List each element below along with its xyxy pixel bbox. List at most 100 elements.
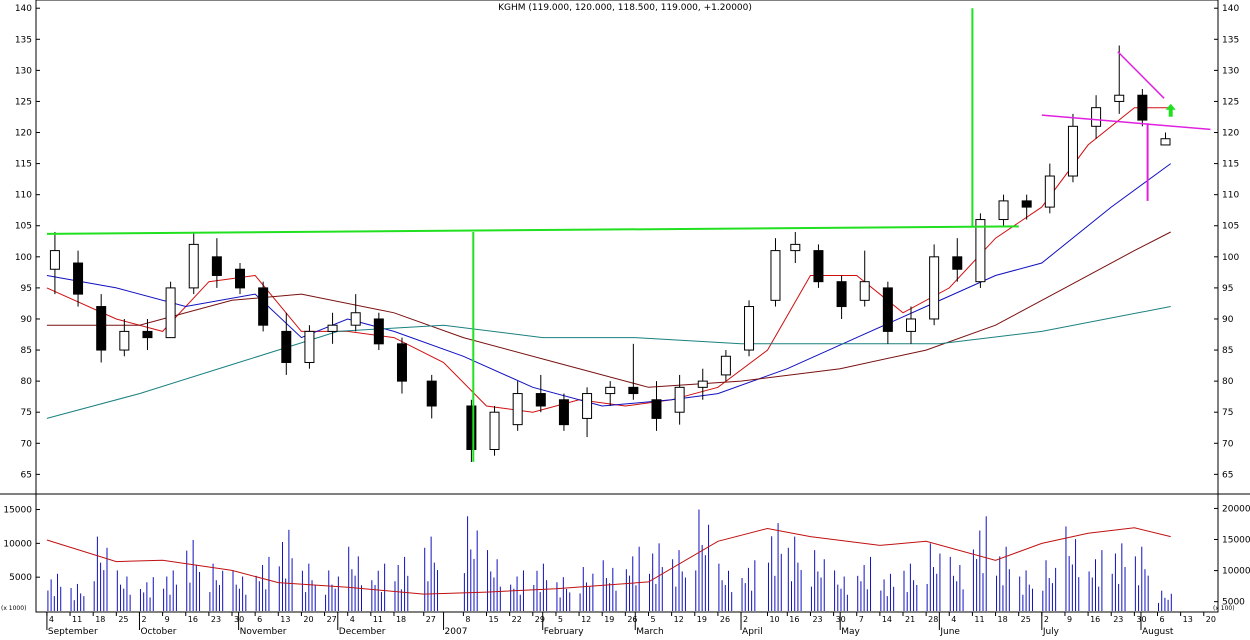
date-tick-label: 19	[697, 615, 707, 624]
price-tick-label-left: 80	[21, 377, 33, 387]
candle-body	[466, 405, 477, 450]
date-tick-label: 6	[1160, 615, 1165, 624]
date-tick-label: 11	[72, 615, 82, 624]
moving-average-line-2	[46, 163, 1171, 407]
price-tick-label-left: 100	[15, 253, 32, 263]
month-label: June	[939, 627, 960, 636]
candle-body	[859, 281, 870, 301]
price-tick-label-left: 90	[21, 315, 33, 325]
candle-body	[558, 399, 569, 426]
trendline	[46, 225, 1019, 235]
candle-body	[929, 256, 940, 320]
price-tick-label-right: 115	[1222, 160, 1239, 170]
date-tick-label: 27	[426, 615, 436, 624]
trendline-annotations-layer	[46, 8, 1211, 462]
price-tick-label-right: 105	[1222, 222, 1239, 232]
price-tick-label-left: 85	[21, 346, 32, 356]
candle-body	[165, 287, 176, 339]
date-tick-label: 26	[627, 615, 637, 624]
month-label: April	[742, 627, 763, 636]
date-tick-label: 5	[650, 615, 655, 624]
date-tick-label: 6	[257, 615, 262, 624]
date-tick-label: 22	[512, 615, 522, 624]
price-tick-label-right: 70	[1222, 439, 1234, 449]
date-tick-label: 18	[95, 615, 105, 624]
month-label: February	[544, 627, 585, 636]
candle-body	[1067, 125, 1078, 177]
month-label: October	[140, 627, 176, 636]
price-tick-label-left: 110	[15, 191, 32, 201]
volume-tick-label-right: 15000	[1222, 536, 1250, 546]
candle-body	[327, 324, 338, 332]
price-tick-label-left: 140	[15, 4, 32, 14]
date-tick-label: 25	[118, 615, 128, 624]
price-tick-label-left: 130	[15, 66, 32, 76]
price-tick-label-right: 130	[1222, 66, 1239, 76]
candle-body	[235, 268, 246, 289]
candle-body	[535, 393, 546, 407]
date-tick-label: 18	[998, 615, 1008, 624]
date-tick-label: 4	[49, 615, 54, 624]
date-tick-label: 28	[928, 615, 938, 624]
date-tick-label: 25	[1021, 615, 1031, 624]
volume-tick-label-right: 20000	[1222, 504, 1250, 514]
price-tick-label-right: 135	[1222, 35, 1239, 45]
date-tick-label: 20	[1206, 615, 1216, 624]
volume-tick-label-right: 5000	[1222, 598, 1245, 608]
candle-body	[790, 243, 801, 252]
date-tick-label: 2	[743, 615, 748, 624]
date-tick-label: 2	[1044, 615, 1049, 624]
candle-body	[426, 380, 437, 407]
date-tick-label: 19	[604, 615, 614, 624]
date-tick-label: 9	[165, 615, 170, 624]
month-label: May	[841, 627, 860, 636]
candle-body	[49, 250, 60, 270]
up-arrow-icon	[1165, 103, 1176, 117]
date-tick-label: 29	[535, 615, 545, 624]
price-tick-label-left: 120	[15, 129, 32, 139]
date-tick-label: 16	[1090, 615, 1100, 624]
date-tick-label: 23	[1113, 615, 1123, 624]
candle-body	[119, 330, 130, 351]
date-tick-label: 10	[769, 615, 779, 624]
month-label: August	[1142, 627, 1174, 636]
month-label: November	[240, 627, 287, 636]
month-label: 2007	[445, 627, 468, 636]
date-tick-label: 15	[489, 615, 499, 624]
chart-title: KGHM (119.000, 120.000, 118.500, 119.000…	[498, 3, 752, 13]
date-tick-label: 26	[720, 615, 730, 624]
candle-body	[1091, 107, 1102, 127]
candle-body	[975, 219, 986, 283]
candle-body	[1021, 200, 1032, 208]
candlesticks-layer	[49, 45, 1171, 462]
date-tick-label: 11	[974, 615, 984, 624]
price-tick-label-right: 95	[1222, 284, 1233, 294]
volume-tick-label-left: 10000	[3, 539, 32, 549]
candle-body	[605, 386, 616, 395]
volume-unit-right: (x 100)	[1213, 605, 1235, 612]
price-tick-label-right: 120	[1222, 129, 1239, 139]
candle-body	[1137, 94, 1148, 121]
moving-averages-layer	[46, 107, 1171, 419]
price-tick-label-left: 125	[15, 97, 32, 107]
trendline	[1117, 51, 1165, 99]
date-tick-label: 9	[1067, 615, 1072, 624]
date-tick-label: 13	[1183, 615, 1193, 624]
date-tick-label: 13	[280, 615, 290, 624]
month-label: September	[48, 627, 98, 636]
date-tick-label: 23	[812, 615, 822, 624]
candle-body	[1044, 175, 1055, 208]
month-label: December	[339, 627, 386, 636]
price-tick-label-left: 70	[21, 439, 33, 449]
price-panel-frame	[35, 0, 1219, 495]
candle-body	[188, 243, 199, 289]
price-tick-label-right: 90	[1222, 315, 1234, 325]
candle-body	[373, 318, 384, 345]
volume-average-line	[46, 527, 1171, 595]
price-tick-label-right: 85	[1222, 346, 1233, 356]
candle-body	[651, 399, 662, 419]
candle-body	[1160, 138, 1171, 146]
candle-body	[905, 318, 916, 332]
price-tick-label-right: 75	[1222, 408, 1233, 418]
